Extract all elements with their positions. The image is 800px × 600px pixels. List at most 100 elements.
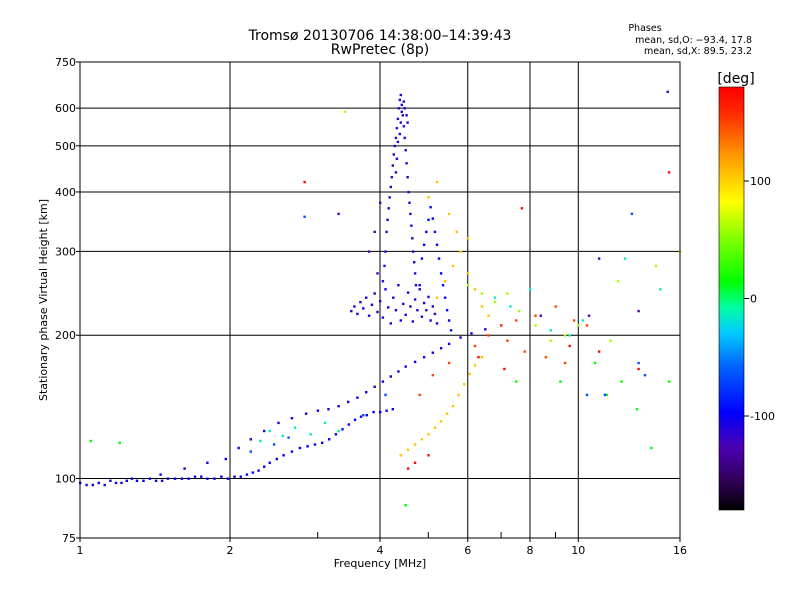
data-point xyxy=(395,127,399,130)
y-tick-label: 75 xyxy=(62,532,76,545)
data-point xyxy=(406,467,410,470)
data-point xyxy=(585,324,589,327)
data-point xyxy=(411,237,414,240)
data-point xyxy=(637,367,640,371)
data-point xyxy=(359,415,363,418)
data-point xyxy=(433,312,437,316)
data-point xyxy=(362,414,365,417)
data-point xyxy=(451,405,455,408)
data-point xyxy=(587,314,591,317)
data-point xyxy=(405,114,408,117)
data-point xyxy=(597,257,601,260)
data-point xyxy=(367,250,371,253)
data-point xyxy=(304,412,308,415)
data-point xyxy=(381,380,385,383)
data-point xyxy=(433,230,437,234)
data-point xyxy=(356,396,359,399)
data-point xyxy=(187,477,190,480)
data-point xyxy=(303,215,306,218)
data-point xyxy=(463,383,466,386)
data-point xyxy=(500,324,503,327)
data-point xyxy=(413,443,417,446)
data-point xyxy=(411,320,414,323)
data-point xyxy=(347,400,350,404)
data-point xyxy=(554,305,557,308)
data-point xyxy=(405,162,408,165)
data-point xyxy=(85,483,88,487)
y-tick-label: 400 xyxy=(55,186,76,199)
data-point xyxy=(365,391,368,394)
data-point xyxy=(650,446,653,450)
data-point xyxy=(399,454,402,457)
data-point xyxy=(193,475,197,478)
data-point xyxy=(418,288,421,291)
data-point xyxy=(654,264,658,268)
data-point xyxy=(413,272,417,275)
data-point xyxy=(435,243,439,246)
data-point xyxy=(484,328,487,331)
data-point xyxy=(549,339,552,342)
data-point xyxy=(399,121,402,124)
data-point xyxy=(343,110,347,113)
data-point xyxy=(394,309,398,312)
data-point xyxy=(91,483,94,487)
data-point xyxy=(239,475,242,478)
x-axis: 1 2 4 6 8 10 16 xyxy=(77,538,687,557)
data-point xyxy=(213,477,216,480)
data-point xyxy=(487,334,490,337)
data-point xyxy=(272,443,276,446)
data-point xyxy=(493,300,497,304)
data-point xyxy=(337,212,340,216)
data-point xyxy=(447,361,451,365)
data-point xyxy=(406,448,410,451)
data-point xyxy=(477,356,480,359)
data-point xyxy=(306,445,309,448)
data-point xyxy=(413,298,417,301)
data-point xyxy=(263,429,266,433)
data-point xyxy=(623,257,627,260)
data-point xyxy=(427,218,430,221)
data-point xyxy=(534,314,537,317)
data-point xyxy=(503,367,506,371)
x-tick-label: 4 xyxy=(377,544,384,557)
colorbar-tick-label: -100 xyxy=(750,410,775,423)
stats-x-mode: mean, sd,X: 89.5, 23.2 xyxy=(644,46,752,57)
data-point xyxy=(413,461,417,464)
data-point xyxy=(620,380,623,383)
data-point xyxy=(597,350,601,353)
x-tick-label: 16 xyxy=(673,544,687,557)
data-point xyxy=(287,436,290,439)
data-point xyxy=(282,454,285,457)
data-point xyxy=(429,206,432,209)
data-point xyxy=(118,441,121,444)
data-point xyxy=(237,446,240,450)
data-point xyxy=(337,429,340,433)
data-point xyxy=(529,288,532,291)
data-point xyxy=(447,342,451,346)
colorbar-label: [deg] xyxy=(717,71,754,87)
data-point xyxy=(173,477,177,480)
data-point xyxy=(549,329,552,332)
data-point xyxy=(365,296,368,299)
data-point xyxy=(581,319,584,322)
data-point xyxy=(290,450,294,453)
data-point xyxy=(398,132,401,136)
x-axis-label: Frequency [MHz] xyxy=(334,557,426,570)
data-point xyxy=(572,319,576,322)
y-tick-label: 200 xyxy=(55,329,76,342)
data-point xyxy=(148,477,152,480)
data-point xyxy=(420,315,424,318)
data-point xyxy=(160,479,164,482)
y-tick-label: 600 xyxy=(55,102,76,115)
data-point xyxy=(397,284,400,287)
data-point xyxy=(334,433,338,436)
data-point xyxy=(381,280,385,283)
data-point xyxy=(635,408,639,411)
data-point xyxy=(309,433,312,436)
y-tick-label: 300 xyxy=(55,245,76,258)
data-point xyxy=(427,295,430,299)
data-points xyxy=(79,90,682,507)
data-point xyxy=(384,250,387,253)
data-point xyxy=(257,469,260,472)
